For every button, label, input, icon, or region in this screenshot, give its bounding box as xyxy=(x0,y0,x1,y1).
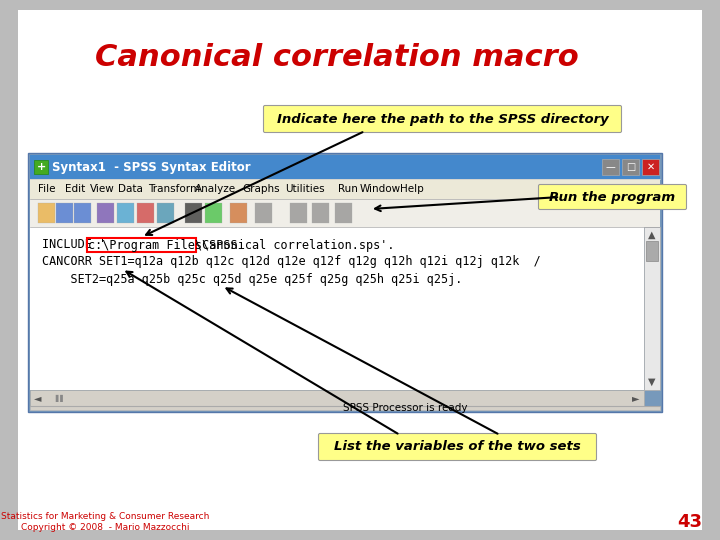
Text: Graphs: Graphs xyxy=(242,184,279,194)
Bar xyxy=(602,159,619,175)
Bar xyxy=(230,203,247,223)
Text: List the variables of the two sets: List the variables of the two sets xyxy=(334,441,581,454)
Bar xyxy=(255,203,272,223)
Text: Analyze: Analyze xyxy=(195,184,236,194)
Bar xyxy=(157,203,174,223)
Text: CANCORR SET1=q12a q12b q12c q12d q12e q12f q12g q12h q12i q12j q12k  /: CANCORR SET1=q12a q12b q12c q12d q12e q1… xyxy=(42,255,541,268)
Bar xyxy=(137,203,154,223)
Bar xyxy=(642,159,659,175)
Text: View: View xyxy=(90,184,114,194)
Bar xyxy=(56,203,73,223)
Text: SET2=q25a q25b q25c q25d q25e q25f q25g q25h q25i q25j.: SET2=q25a q25b q25c q25d q25e q25f q25g … xyxy=(42,273,462,286)
Bar xyxy=(30,406,660,410)
Text: Syntax1  - SPSS Syntax Editor: Syntax1 - SPSS Syntax Editor xyxy=(52,160,251,173)
Text: SPSS Processor is ready: SPSS Processor is ready xyxy=(343,403,467,413)
Text: \Canonical correlation.sps'.: \Canonical correlation.sps'. xyxy=(195,239,395,252)
Bar xyxy=(38,203,55,223)
Bar xyxy=(646,241,658,261)
FancyBboxPatch shape xyxy=(264,105,621,132)
Bar xyxy=(74,203,91,223)
Text: 43: 43 xyxy=(678,513,703,531)
Bar xyxy=(30,227,644,390)
Bar xyxy=(87,238,196,252)
Bar xyxy=(290,203,307,223)
Bar xyxy=(312,203,329,223)
Text: File: File xyxy=(38,184,55,194)
Bar xyxy=(34,160,48,174)
Text: Help: Help xyxy=(400,184,424,194)
Bar xyxy=(185,203,202,223)
Text: □: □ xyxy=(626,162,635,172)
Text: +: + xyxy=(37,162,45,172)
Bar xyxy=(644,227,660,390)
Bar xyxy=(30,179,660,199)
Text: ▲: ▲ xyxy=(648,230,656,240)
Text: Window: Window xyxy=(360,184,401,194)
Bar xyxy=(117,203,134,223)
FancyBboxPatch shape xyxy=(318,434,596,461)
Text: Edit: Edit xyxy=(65,184,85,194)
Bar xyxy=(205,203,222,223)
Text: ▐▐: ▐▐ xyxy=(53,394,63,402)
Text: ►: ► xyxy=(632,393,640,403)
Bar xyxy=(28,153,662,412)
Text: Statistics for Marketing & Consumer Research
Copyright © 2008  - Mario Mazzocchi: Statistics for Marketing & Consumer Rese… xyxy=(1,512,210,532)
Bar xyxy=(97,203,114,223)
Bar xyxy=(622,159,639,175)
Text: Run: Run xyxy=(338,184,358,194)
Text: Utilities: Utilities xyxy=(285,184,325,194)
Bar xyxy=(335,203,352,223)
Text: —: — xyxy=(606,162,616,172)
Text: Canonical correlation macro: Canonical correlation macro xyxy=(95,44,579,72)
Text: ◄: ◄ xyxy=(35,393,42,403)
Bar xyxy=(30,199,660,227)
Bar xyxy=(30,390,644,406)
Text: INCLUDE ': INCLUDE ' xyxy=(42,239,106,252)
Text: Data: Data xyxy=(118,184,143,194)
Bar xyxy=(30,155,660,179)
FancyBboxPatch shape xyxy=(539,185,686,210)
Text: ▼: ▼ xyxy=(648,377,656,387)
Text: Run the program: Run the program xyxy=(549,191,675,204)
Text: Indicate here the path to the SPSS directory: Indicate here the path to the SPSS direc… xyxy=(276,112,608,125)
Text: c:\Program Files\SPSS: c:\Program Files\SPSS xyxy=(88,239,238,252)
Text: ✕: ✕ xyxy=(647,162,654,172)
Text: Transform: Transform xyxy=(148,184,200,194)
